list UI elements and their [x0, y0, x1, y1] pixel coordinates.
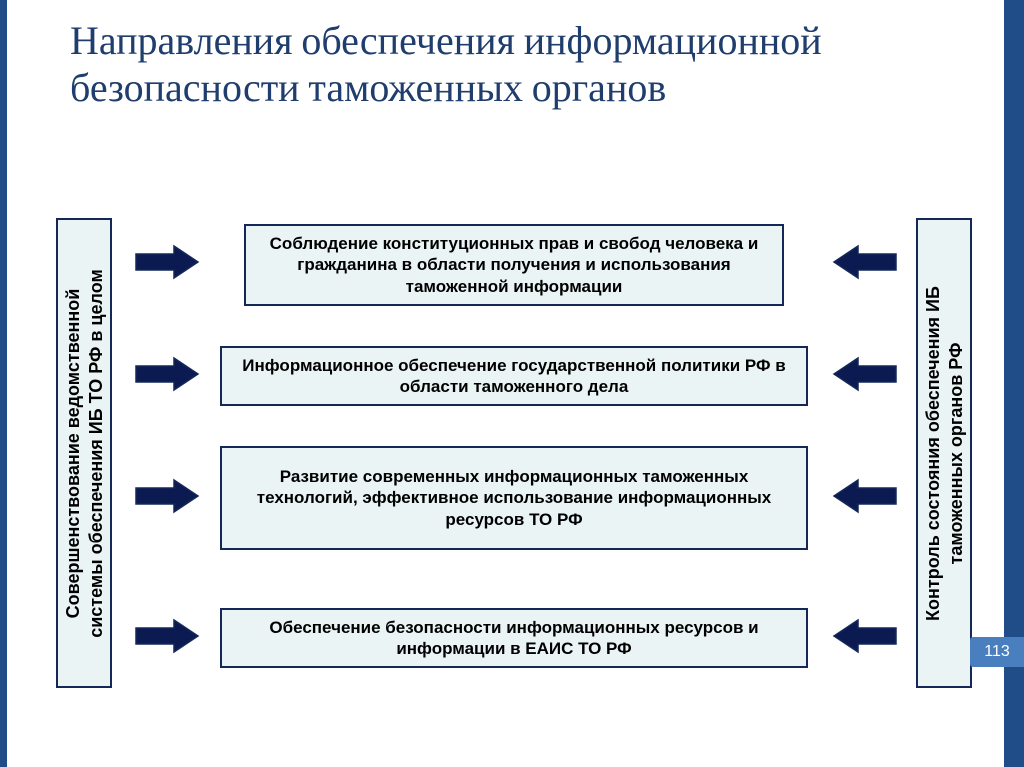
arrow-left-2 [134, 356, 200, 392]
left-column-line1: Совершенствование ведомственной [63, 288, 83, 618]
page-number: 113 [984, 643, 1010, 661]
left-column-box: Совершенствование ведомственной системы … [56, 218, 112, 688]
right-column-box: Контроль состояния обеспечения ИБ таможе… [916, 218, 972, 688]
right-column-line2: таможенных органов РФ [945, 342, 965, 564]
arrow-right-2 [832, 356, 898, 392]
arrow-left-3 [134, 478, 200, 514]
arrow-right-3 [832, 478, 898, 514]
center-box-1: Соблюдение конституционных прав и свобод… [244, 224, 784, 306]
diagram-area: Совершенствование ведомственной системы … [50, 218, 990, 718]
left-column-line2: системы обеспечения ИБ ТО РФ в целом [85, 269, 105, 638]
center-box-2: Информационное обеспечение государственн… [220, 346, 808, 406]
right-column-line1: Контроль состояния обеспечения ИБ [923, 286, 943, 621]
arrow-right-4 [832, 618, 898, 654]
left-stripe [0, 0, 7, 767]
arrow-left-4 [134, 618, 200, 654]
right-column-text: Контроль состояния обеспечения ИБ таможе… [922, 286, 967, 621]
slide-title: Направления обеспечения информационной б… [70, 18, 964, 112]
arrow-right-1 [832, 244, 898, 280]
center-box-4: Обеспечение безопасности информационных … [220, 608, 808, 668]
page-number-badge: 113 [970, 637, 1024, 667]
left-column-text: Совершенствование ведомственной системы … [62, 269, 107, 638]
arrow-left-1 [134, 244, 200, 280]
center-box-3: Развитие современных информационных тамо… [220, 446, 808, 550]
